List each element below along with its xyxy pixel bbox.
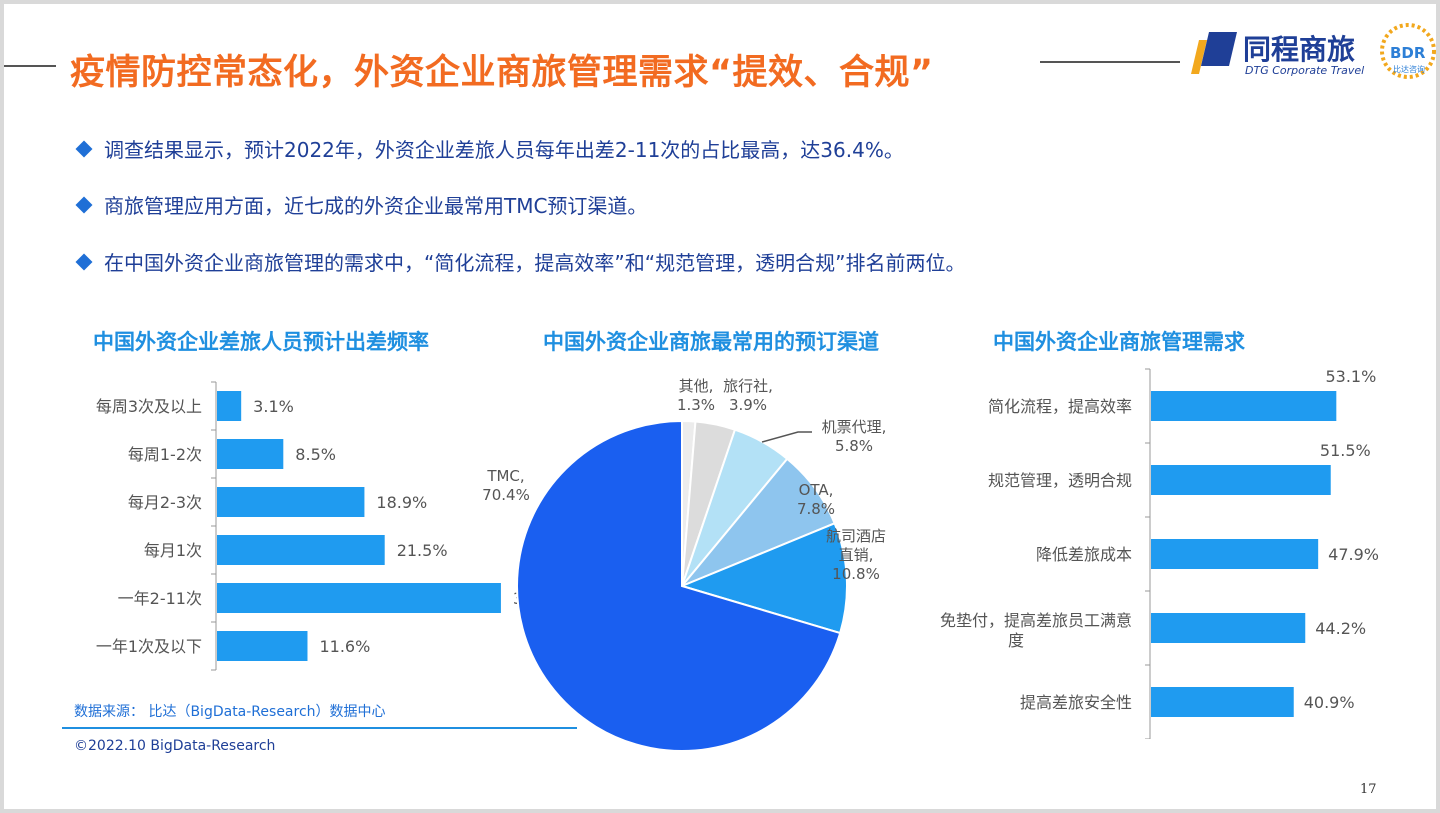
- page-title: 疫情防控常态化，外资企业商旅管理需求“提效、合规”: [70, 53, 934, 93]
- diamond-bullet-icon: [75, 253, 93, 271]
- chart3-title: 中国外资企业商旅管理需求: [993, 330, 1245, 354]
- bullet-3-text: 在中国外资企业商旅管理的需求中，“简化流程，提高效率”和“规范管理，透明合规”排…: [104, 251, 966, 275]
- title-rule-right: [1040, 61, 1180, 63]
- chart2-title: 中国外资企业商旅最常用的预订渠道: [543, 330, 879, 354]
- chart1-category-label: 一年2-11次: [118, 589, 202, 608]
- chart3-bar: [1151, 539, 1319, 569]
- chart1-bar: [217, 583, 501, 613]
- chart-management-needs: 简化流程，提高效率 53.1% 规范管理，透明合规 51.5% 降低差旅成本 47.9% 免…: [940, 367, 1379, 739]
- chart3-value-label: 47.9%: [1328, 545, 1379, 564]
- logo-en-text: DTG Corporate Travel: [1245, 64, 1365, 77]
- slide: 疫情防控常态化，外资企业商旅管理需求“提效、合规” 同程商旅 DTG Corpo…: [4, 4, 1436, 809]
- bullet-2: 商旅管理应用方面，近七成的外资企业最常用TMC预订渠道。: [75, 190, 648, 219]
- pie-label: 旅行社, 3.9%: [723, 377, 773, 414]
- chart-booking-channels: 其他, 1.3%旅行社, 3.9% 机票代理, 5.8% OTA, 7.8% 航司酒店直销, 1…: [482, 377, 887, 752]
- chart1-title: 中国外资企业差旅人员预计出差频率: [93, 330, 429, 354]
- chart1-category-label: 每周1-2次: [128, 445, 202, 464]
- chart1-value-label: 3.1%: [253, 397, 294, 416]
- chart3-value-label: 40.9%: [1304, 693, 1355, 712]
- chart1-category-label: 每周3次及以上: [96, 397, 202, 416]
- tongcheng-logo-icon: [1191, 32, 1237, 74]
- chart1-category-label: 每月2-3次: [128, 493, 202, 512]
- chart1-bar: [217, 487, 365, 517]
- data-source: 数据来源： 比达（BigData-Research）数据中心: [74, 704, 386, 720]
- chart1-value-label: 18.9%: [376, 493, 427, 512]
- bdr-logo-subtext: 比达咨询: [1393, 65, 1425, 74]
- chart1-bar: [217, 535, 385, 565]
- bullet-1-text: 调查结果显示，预计2022年，外资企业差旅人员每年出差2-11次的占比最高，达3…: [104, 138, 904, 162]
- chart1-category-label: 一年1次及以下: [96, 637, 202, 656]
- diamond-bullet-icon: [75, 140, 93, 158]
- title-rule-left: [4, 65, 56, 67]
- pie-leader-line: [761, 431, 812, 443]
- chart1-value-label: 21.5%: [397, 541, 448, 560]
- chart1-bar: [217, 631, 308, 661]
- pie-label: OTA, 7.8%: [797, 481, 835, 518]
- chart3-bar: [1151, 465, 1331, 495]
- chart3-value-label: 53.1%: [1325, 367, 1376, 386]
- source-divider: [62, 727, 577, 729]
- chart3-bar: [1151, 613, 1306, 643]
- bdr-logo-icon: [1380, 23, 1436, 79]
- pie-label: 其他, 1.3%: [677, 377, 715, 414]
- chart1-bar: [217, 391, 242, 421]
- logo: 同程商旅 DTG Corporate Travel BDR 比达咨询: [1187, 20, 1436, 90]
- pie-label: 航司酒店直销, 10.8%: [826, 527, 886, 583]
- bullet-1: 调查结果显示，预计2022年，外资企业差旅人员每年出差2-11次的占比最高，达3…: [75, 134, 904, 163]
- bullet-3: 在中国外资企业商旅管理的需求中，“简化流程，提高效率”和“规范管理，透明合规”排…: [75, 247, 966, 276]
- page-number: 17: [1360, 782, 1377, 797]
- chart3-value-label: 51.5%: [1320, 441, 1371, 460]
- pie-label: 机票代理, 5.8%: [822, 418, 887, 455]
- chart3-category-label: 降低差旅成本: [1036, 545, 1132, 564]
- chart3-category-label: 免垫付，提高差旅员工满意度: [940, 611, 1132, 650]
- chart3-bar: [1151, 391, 1337, 421]
- chart1-value-label: 8.5%: [295, 445, 336, 464]
- chart3-bar: [1151, 687, 1294, 717]
- bullet-2-text: 商旅管理应用方面，近七成的外资企业最常用TMC预订渠道。: [104, 194, 648, 218]
- chart1-bar: [217, 439, 284, 469]
- chart1-category-label: 每月1次: [144, 541, 202, 560]
- bdr-logo-text: BDR: [1390, 44, 1426, 62]
- logo-cn-text: 同程商旅: [1243, 33, 1356, 66]
- chart3-category-label: 规范管理，透明合规: [988, 471, 1132, 490]
- pie-label: TMC, 70.4%: [482, 467, 530, 504]
- chart3-category-label: 提高差旅安全性: [1020, 693, 1132, 712]
- chart1-value-label: 11.6%: [319, 637, 370, 656]
- pie-slice: [678, 522, 848, 635]
- copyright: ©2022.10 BigData-Research: [74, 738, 276, 754]
- diamond-bullet-icon: [75, 196, 93, 214]
- chart3-category-label: 简化流程，提高效率: [988, 397, 1132, 416]
- chart3-value-label: 44.2%: [1315, 619, 1366, 638]
- pie-slice: [516, 419, 842, 752]
